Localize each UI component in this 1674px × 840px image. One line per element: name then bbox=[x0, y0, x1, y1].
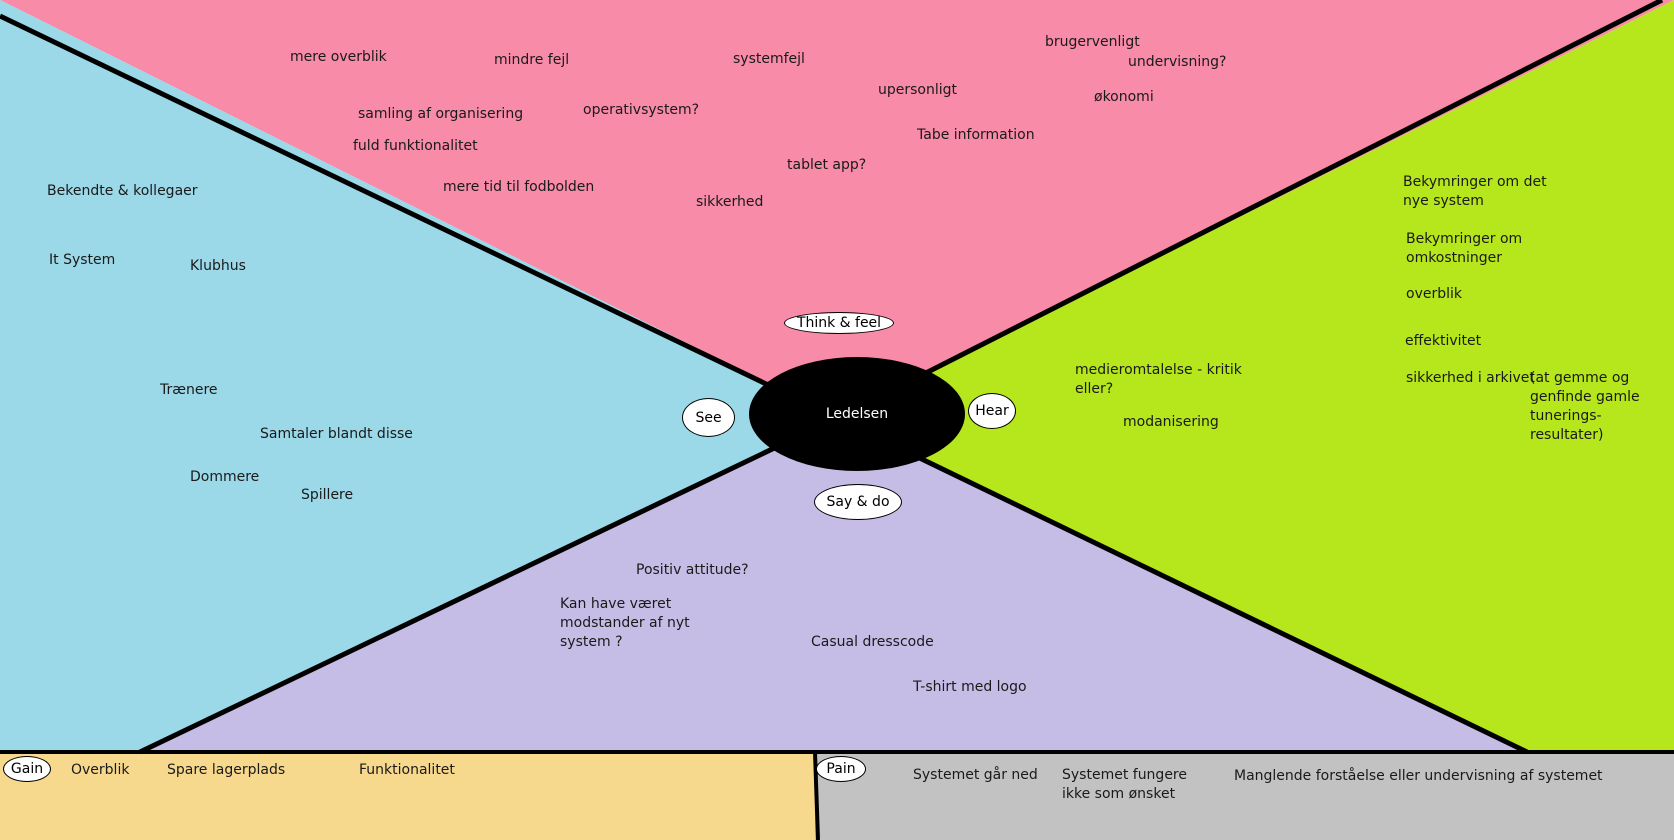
see-note: Samtaler blandt disse bbox=[260, 426, 413, 442]
think-feel-note: tablet app? bbox=[787, 157, 867, 173]
think-feel-note: upersonligt bbox=[878, 82, 958, 98]
hear-label: Hear bbox=[968, 393, 1016, 429]
hear-note: (at gemme og genfinde gamle tunerings-re… bbox=[1530, 370, 1640, 443]
divider-top-right bbox=[835, 0, 1664, 421]
think-feel-note: sikkerhed bbox=[696, 194, 764, 210]
see-note: Trænere bbox=[160, 382, 218, 398]
see-quadrant bbox=[0, 0, 837, 752]
see-note: Klubhus bbox=[190, 258, 246, 274]
gain-note: Overblik bbox=[71, 762, 130, 778]
say-do-note: Casual dresscode bbox=[811, 634, 934, 650]
see-note: Spillere bbox=[301, 487, 354, 503]
center-persona-label: Ledelsen bbox=[825, 406, 889, 422]
say-do-note: Positiv attitude? bbox=[636, 562, 749, 578]
hear-note: Bekymringer om omkostninger bbox=[1406, 231, 1523, 266]
hear-note: medieromtalelse - kritik eller? bbox=[1075, 362, 1242, 397]
think-feel-note: operativsystem? bbox=[583, 102, 700, 118]
think-feel-note: mere tid til fodbolden bbox=[443, 179, 595, 195]
think-feel-note: økonomi bbox=[1094, 89, 1154, 105]
think-feel-note: Tabe information bbox=[917, 127, 1035, 143]
see-note: Bekendte & kollegaer bbox=[47, 183, 198, 199]
hear-note: modanisering bbox=[1123, 414, 1219, 430]
divider-bottom-left bbox=[138, 415, 839, 755]
divider-top-left bbox=[0, 13, 839, 421]
gain-region bbox=[0, 752, 815, 840]
think-feel-note: mindre fejl bbox=[494, 52, 570, 68]
think-feel-note: mere overblik bbox=[290, 49, 387, 65]
think-feel-label: Think & feel bbox=[784, 312, 894, 334]
hear-quadrant bbox=[837, 0, 1674, 752]
think-feel-note: samling af organisering bbox=[358, 106, 524, 122]
hear-note: Bekymringer om det nye system bbox=[1403, 174, 1547, 209]
see-note: Dommere bbox=[190, 469, 260, 485]
center-persona-ellipse bbox=[749, 357, 965, 471]
say-do-note: Kan have været modstander af nyt system … bbox=[560, 596, 690, 650]
gain-note: Funktionalitet bbox=[359, 762, 455, 778]
pain-note: Manglende forståelse eller undervisning … bbox=[1234, 768, 1603, 784]
pain-region bbox=[815, 752, 1674, 840]
hear-note: overblik bbox=[1406, 286, 1462, 302]
see-note: It System bbox=[49, 252, 116, 268]
hear-note: effektivitet bbox=[1405, 333, 1482, 349]
divider-gain-pain bbox=[813, 751, 820, 840]
say-do-quadrant bbox=[140, 418, 1527, 752]
see-label: See bbox=[682, 398, 735, 437]
think-feel-note: brugervenligt bbox=[1045, 34, 1140, 50]
think-feel-quadrant bbox=[0, 0, 1674, 418]
say-do-label: Say & do bbox=[814, 484, 902, 520]
gain-label: Gain bbox=[3, 756, 51, 782]
pain-label: Pain bbox=[816, 756, 866, 782]
think-feel-note: systemfejl bbox=[733, 51, 805, 67]
pain-note: Systemet fungere ikke som ønsket bbox=[1062, 767, 1187, 802]
gain-note: Spare lagerplads bbox=[167, 762, 286, 778]
say-do-note: T-shirt med logo bbox=[913, 679, 1027, 695]
divider-bottom-right bbox=[835, 415, 1529, 755]
think-feel-note: fuld funktionalitet bbox=[353, 138, 478, 154]
hear-note: sikkerhed i arkivet bbox=[1406, 370, 1535, 386]
think-feel-note: undervisning? bbox=[1128, 54, 1227, 70]
pain-note: Systemet går ned bbox=[913, 767, 1038, 783]
